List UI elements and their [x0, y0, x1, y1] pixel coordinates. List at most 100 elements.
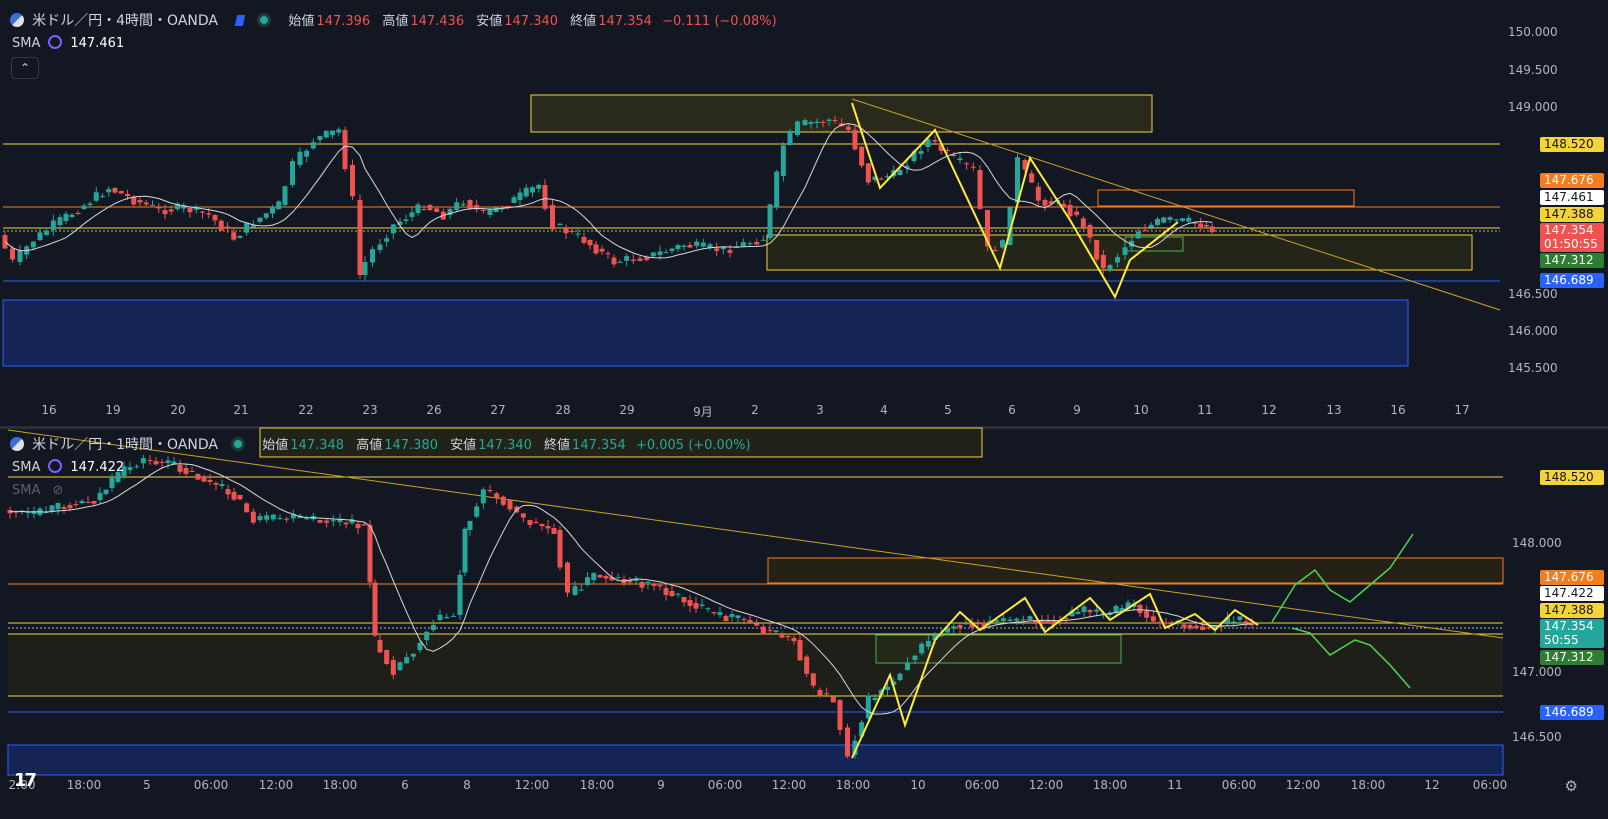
candle-body	[421, 209, 427, 210]
candle-body	[231, 232, 237, 240]
top-symbol-title[interactable]: 米ドル／円・4時間・OANDA	[32, 13, 218, 29]
candle-body	[1051, 620, 1057, 625]
bottom-chart-panel	[7, 427, 1504, 776]
time-axis-label: 10	[1133, 403, 1149, 417]
candle-body	[729, 614, 735, 617]
candle-body	[63, 213, 69, 221]
price-axis-label: 146.000	[1508, 324, 1558, 338]
candle-body	[550, 205, 555, 230]
candle-body	[639, 582, 645, 588]
candle-body	[603, 576, 609, 579]
candle-body	[93, 192, 99, 201]
candle-body	[277, 518, 283, 520]
candle-body	[795, 121, 800, 135]
candle-body	[131, 197, 137, 205]
price-tag: 147.461	[1540, 190, 1604, 205]
hidden-eye-icon[interactable]: ⊘	[52, 483, 64, 498]
candle-body	[705, 608, 711, 610]
price-tag: 147.354	[1540, 223, 1604, 238]
candle-body	[520, 513, 526, 518]
market-open-dot-icon	[260, 16, 269, 24]
candle-body	[390, 224, 396, 234]
candle-body	[127, 467, 133, 470]
candle-body	[1198, 223, 1204, 229]
candle-body	[693, 603, 699, 609]
top-sma-legend[interactable]: SMA 147.461	[12, 35, 125, 51]
candle-body	[31, 511, 37, 514]
candle-body	[1113, 606, 1119, 613]
candle-body	[361, 524, 367, 526]
candle-body	[557, 223, 563, 225]
candle-body	[1094, 609, 1100, 612]
candle-body	[109, 477, 115, 488]
candle-body	[938, 145, 944, 151]
candle-body	[932, 140, 938, 142]
candle-body	[115, 472, 121, 482]
candle-body	[630, 259, 636, 262]
bottom-open: 147.348	[290, 438, 345, 453]
bottom-sma-legend[interactable]: SMA 147.422	[12, 459, 125, 475]
candle-body	[1193, 625, 1199, 629]
candle-body	[257, 217, 263, 222]
bottom-symbol-title[interactable]: 米ドル／円・1時間・OANDA	[32, 437, 218, 453]
candle-body	[727, 250, 733, 253]
candle-body	[1069, 610, 1075, 616]
candle-body	[563, 228, 569, 234]
candle-body	[304, 518, 310, 520]
candle-body	[480, 489, 486, 504]
candle-body	[533, 522, 539, 524]
candle-body	[925, 640, 931, 647]
candle-body	[804, 656, 810, 674]
collapse-chevron-icon[interactable]: ⌃	[11, 57, 39, 79]
candle-body	[427, 205, 433, 211]
candle-body	[200, 211, 205, 213]
candle-body	[1063, 618, 1069, 619]
candle-body	[694, 241, 700, 246]
candle-body	[87, 203, 93, 205]
candle-body	[681, 245, 687, 247]
candle-body	[1148, 224, 1154, 228]
candle-body	[263, 213, 269, 218]
time-axis-label: 18:00	[1350, 778, 1386, 792]
candle-body	[945, 150, 950, 151]
candle-body	[447, 208, 453, 215]
time-axis-label: 18:00	[1092, 778, 1128, 792]
candle-body	[963, 623, 969, 625]
candle-body	[517, 192, 523, 200]
candle-body	[462, 528, 468, 573]
price-axis-label: 145.500	[1508, 361, 1558, 375]
candle-body	[150, 204, 155, 206]
candle-body	[195, 474, 201, 480]
candle-body	[183, 468, 189, 474]
price-tag: 147.388	[1540, 603, 1604, 618]
candle-body	[645, 581, 651, 583]
candle-body	[747, 620, 753, 623]
candle-body	[845, 126, 851, 130]
candle-body	[1137, 605, 1143, 614]
candle-body	[1022, 160, 1028, 170]
candle-body	[624, 256, 630, 261]
candle-body	[409, 212, 415, 217]
candle-body	[523, 187, 529, 197]
candle-body	[587, 240, 593, 246]
candle-body	[817, 690, 823, 697]
candle-body	[644, 257, 650, 261]
candle-body	[791, 638, 797, 642]
candle-body	[106, 189, 112, 193]
bottom-sma2-legend[interactable]: SMA ⊘	[12, 483, 64, 498]
candle-body	[872, 697, 878, 700]
bottom-candles	[7, 454, 1255, 759]
candle-body	[859, 722, 865, 737]
candle-body	[1119, 608, 1125, 611]
candle-body	[814, 121, 820, 123]
settings-gear-icon[interactable]: ⚙	[1564, 777, 1578, 795]
tradingview-logo-icon[interactable]: 17	[14, 770, 37, 791]
candle-body	[125, 194, 130, 197]
price-tag: 50:55	[1540, 633, 1604, 648]
time-axis-label: 6	[401, 778, 409, 792]
candle-body	[43, 512, 49, 514]
candle-body	[480, 210, 486, 211]
candle-body	[1087, 225, 1093, 238]
